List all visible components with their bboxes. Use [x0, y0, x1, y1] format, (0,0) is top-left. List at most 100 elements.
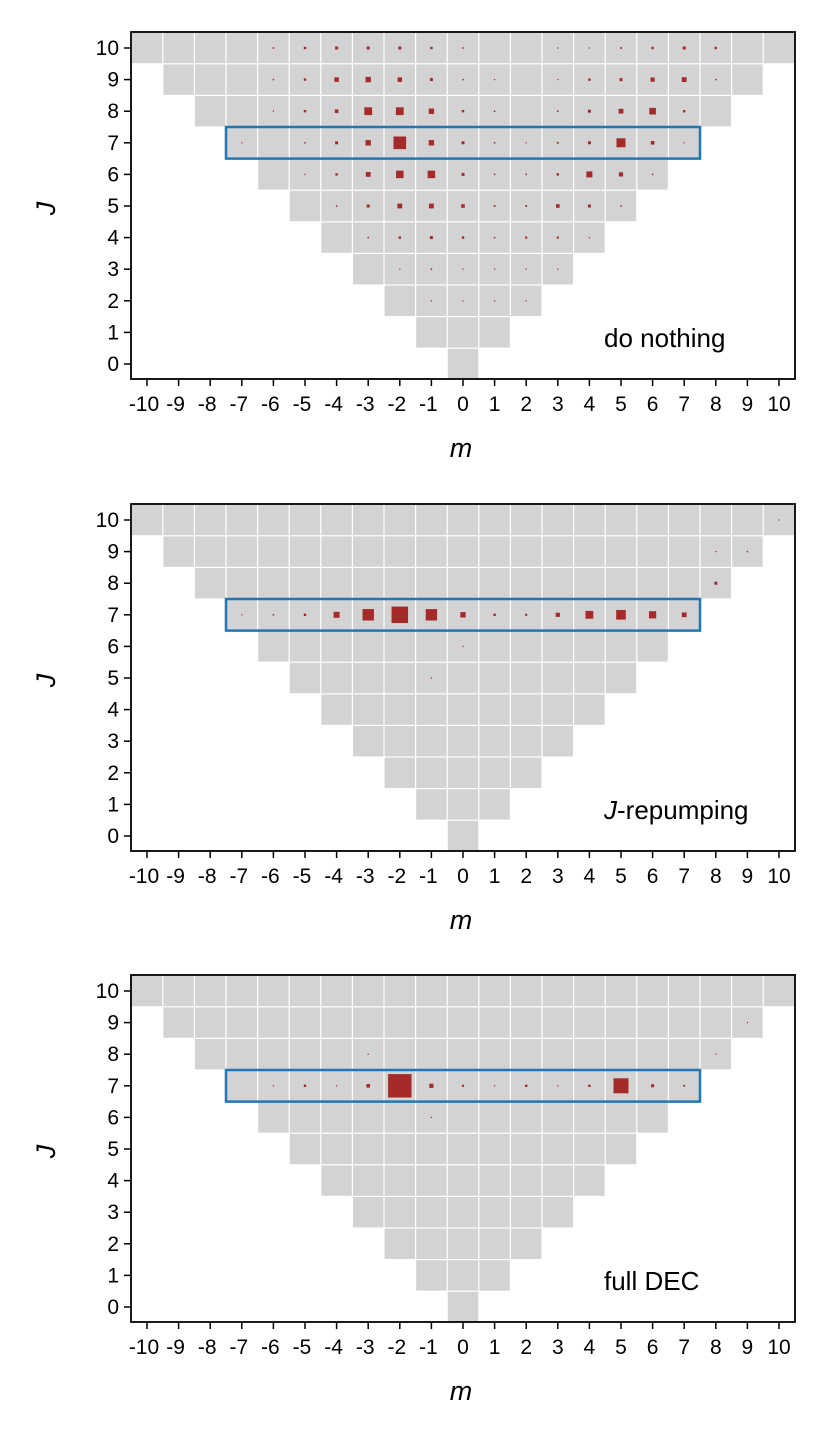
panel-label-text: full DEC [604, 1266, 699, 1296]
population-marker [588, 78, 591, 81]
state-cell [479, 1007, 510, 1038]
state-cell [353, 1007, 384, 1038]
population-marker [395, 107, 404, 116]
state-cell [289, 536, 321, 567]
state-cell [511, 1133, 542, 1165]
population-marker [335, 1085, 338, 1087]
population-marker [303, 46, 307, 50]
state-cell [511, 64, 542, 95]
state-cell [226, 975, 257, 1007]
state-cell [605, 1133, 637, 1165]
state-cell [511, 757, 542, 788]
x-tick-label: -5 [293, 865, 312, 888]
population-marker [588, 1084, 591, 1088]
population-marker [493, 110, 496, 112]
population-marker [430, 268, 433, 270]
state-cell [321, 975, 352, 1007]
population-marker [588, 237, 590, 239]
population-marker [366, 46, 370, 50]
y-tick-label: 8 [107, 572, 119, 595]
population-marker [303, 1084, 307, 1088]
y-tick-label: 6 [107, 635, 119, 658]
y-tick-label: 10 [96, 509, 119, 532]
state-cell [163, 504, 194, 536]
state-cell [479, 1197, 510, 1228]
population-marker [430, 46, 433, 50]
state-cell [416, 789, 447, 820]
population-marker [430, 1116, 432, 1118]
population-marker [648, 611, 657, 619]
state-cell [258, 568, 289, 599]
population-marker [525, 173, 527, 176]
y-tick-label: 6 [107, 1106, 119, 1129]
x-tick-label: 1 [489, 865, 501, 888]
y-tick-label: 4 [107, 699, 119, 722]
plot-area [131, 32, 795, 379]
state-cell [447, 726, 479, 757]
state-cell [447, 789, 479, 820]
y-tick-label: 10 [96, 980, 119, 1003]
state-cell [542, 975, 573, 1007]
population-marker [525, 142, 527, 144]
state-cell [416, 1228, 447, 1259]
population-marker [461, 109, 465, 113]
population-marker [304, 173, 306, 176]
state-cell [669, 1007, 700, 1038]
state-cell [289, 662, 321, 694]
state-cell [542, 726, 573, 757]
state-cell [479, 1228, 510, 1259]
population-marker [365, 76, 371, 83]
x-tick-label: 5 [615, 393, 627, 416]
state-cell [542, 662, 573, 694]
state-cell [384, 1165, 415, 1196]
population-marker [525, 268, 527, 270]
population-marker [304, 142, 306, 144]
population-marker [681, 77, 687, 83]
population-marker [493, 173, 496, 176]
x-axis-label: m [450, 433, 473, 463]
x-tick-label: -6 [261, 865, 280, 888]
population-marker [714, 46, 718, 50]
state-cell [447, 694, 479, 725]
chart-panel-3: -10 -9 -8 -7 -6 -5 -4 -3 -2 -1 0 1 2 3 4 5 6 7 8 9 100123456… [31, 974, 796, 1406]
state-cell [353, 631, 384, 662]
state-cell [447, 1102, 479, 1133]
population-marker [715, 78, 717, 81]
state-cell [542, 1165, 573, 1196]
y-tick-label: 3 [107, 258, 119, 281]
state-cell [258, 159, 289, 190]
x-tick-label: -7 [229, 1336, 248, 1359]
state-cell [479, 1165, 510, 1196]
state-cell [511, 1007, 542, 1038]
state-cell [511, 504, 542, 536]
population-marker [272, 78, 275, 81]
population-marker [587, 109, 591, 113]
state-cell [289, 1007, 321, 1038]
population-marker [557, 1085, 559, 1087]
population-marker [650, 77, 655, 82]
x-tick-label: -1 [419, 1336, 438, 1359]
population-marker [334, 109, 339, 114]
state-cell [163, 975, 194, 1007]
x-tick-label: 10 [767, 865, 790, 888]
state-cell [416, 694, 447, 725]
x-tick-label: -10 [129, 865, 159, 888]
state-cell [321, 631, 352, 662]
state-cell [669, 536, 700, 567]
plot-area [131, 975, 795, 1322]
population-marker [388, 1074, 412, 1098]
y-tick-label: 7 [107, 132, 119, 155]
state-cell [384, 1007, 415, 1038]
state-cell [416, 1197, 447, 1228]
x-tick-label: 9 [742, 865, 754, 888]
x-tick-label: -1 [419, 393, 438, 416]
x-tick-label: -6 [261, 1336, 280, 1359]
population-marker [557, 78, 559, 81]
state-cell [542, 1133, 573, 1165]
population-marker [651, 173, 654, 176]
state-cell [384, 504, 415, 536]
x-axis-label: m [450, 1376, 473, 1406]
state-cell [416, 726, 447, 757]
population-marker [620, 205, 622, 207]
population-marker [586, 171, 593, 178]
